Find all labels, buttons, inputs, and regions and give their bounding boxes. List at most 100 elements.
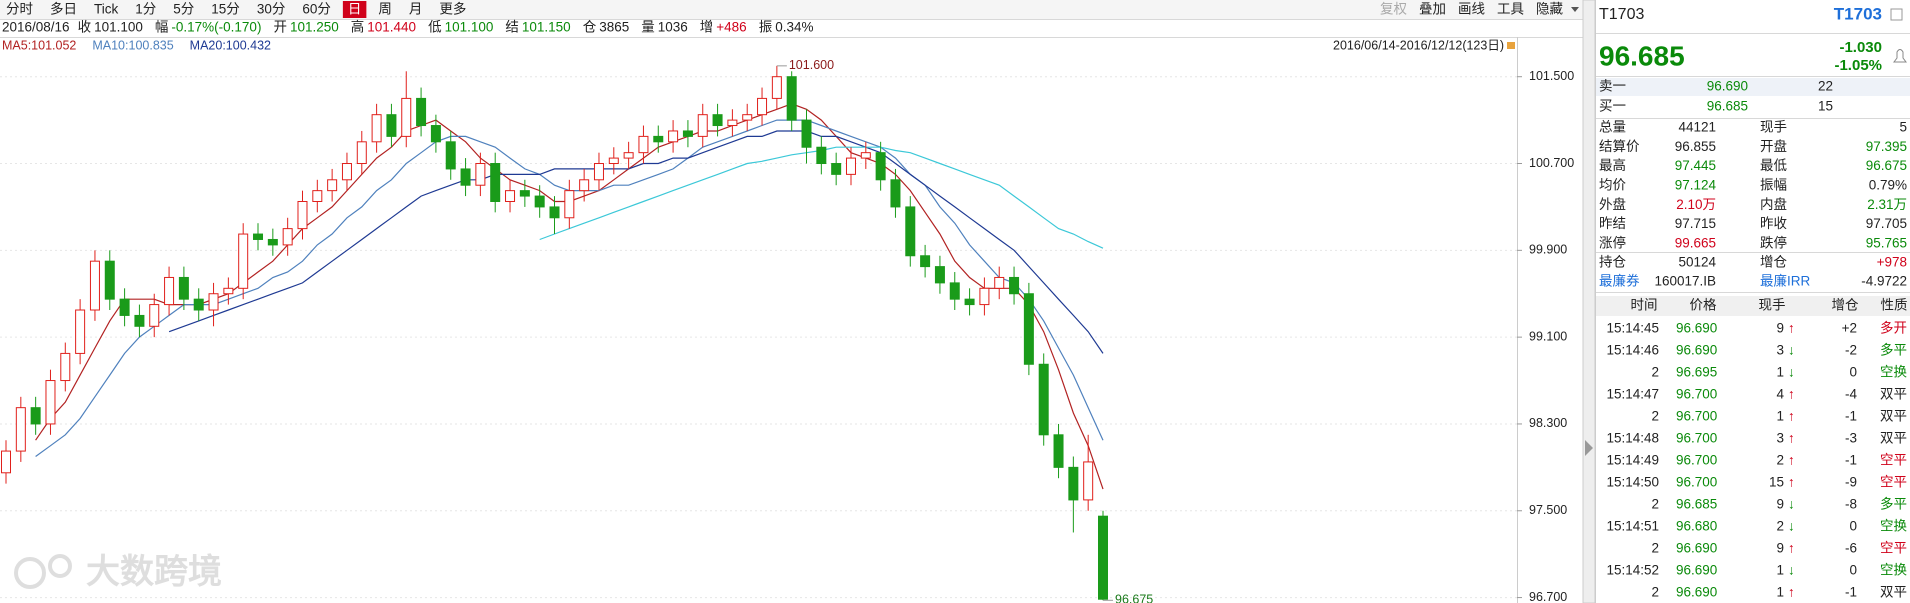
- watermark-text: 大数跨境: [86, 553, 222, 591]
- candle-body: [223, 287, 234, 295]
- stat-value: 99.665: [1675, 235, 1716, 250]
- trade-arrow: ↑: [1788, 409, 1795, 424]
- trade-change: -1: [1845, 585, 1857, 600]
- trade-arrow: ↑: [1788, 321, 1795, 336]
- stat-label: 持仓: [1599, 255, 1627, 270]
- candle-body: [60, 352, 71, 382]
- dropdown-arrow[interactable]: [1571, 7, 1579, 12]
- info-label: 低: [428, 20, 442, 35]
- info-label: 高: [351, 19, 365, 35]
- candle-body: [579, 179, 590, 192]
- trade-price: 96.700: [1676, 431, 1717, 446]
- candle-body: [208, 293, 219, 311]
- trade-nature: 双平: [1880, 387, 1907, 402]
- candle-body: [564, 190, 575, 219]
- trade-nature: 双平: [1880, 431, 1907, 446]
- candle-body: [149, 304, 160, 327]
- stat-label: 均价: [1599, 177, 1627, 192]
- candle-body: [905, 206, 916, 257]
- info-value: 0.34%: [775, 20, 813, 35]
- toolbar-tab[interactable]: 多日: [50, 1, 77, 17]
- trade-price: 96.680: [1676, 519, 1717, 534]
- candle-body: [1009, 276, 1020, 295]
- trade-time: 15:14:46: [1606, 343, 1659, 358]
- toolbar-tab[interactable]: 月: [409, 2, 423, 17]
- alert-icon[interactable]: [1893, 49, 1907, 63]
- trade-nature: 空平: [1880, 453, 1907, 468]
- trade-arrow: ↑: [1788, 541, 1795, 556]
- lock-icon[interactable]: [1507, 42, 1515, 49]
- info-value: 101.100: [94, 20, 143, 35]
- trade-time: 15:14:49: [1606, 453, 1659, 468]
- trade-time: 15:14:47: [1606, 387, 1659, 402]
- toolbar-tab[interactable]: 15分: [211, 2, 240, 17]
- annotation-label: 101.600: [789, 58, 834, 72]
- toolbar-tab[interactable]: 更多: [439, 1, 466, 17]
- toolbar-tool[interactable]: 画线: [1458, 2, 1485, 17]
- candle-body: [934, 266, 945, 284]
- trade-price: 96.690: [1676, 343, 1717, 358]
- toolbar-tool[interactable]: 隐藏: [1536, 2, 1564, 17]
- add-icon[interactable]: [1890, 8, 1903, 21]
- legend-entry: MA5:101.052: [2, 38, 76, 52]
- trade-header: 现手: [1759, 298, 1786, 313]
- toolbar-tab[interactable]: 分时: [6, 2, 33, 17]
- candle-body: [1098, 515, 1108, 600]
- trade-change: -1: [1845, 409, 1857, 424]
- symbol-link[interactable]: T1703: [1834, 4, 1882, 23]
- candle-body: [282, 228, 293, 246]
- candle-body: [979, 287, 990, 306]
- stat-label: 振幅: [1760, 177, 1787, 192]
- trade-volume: 9: [1776, 321, 1784, 336]
- candle-body: [697, 114, 708, 137]
- candle-body: [193, 298, 204, 311]
- toolbar-tab[interactable]: 1分: [135, 2, 156, 17]
- trade-time: 2: [1651, 365, 1659, 380]
- trade-volume: 1: [1776, 365, 1784, 380]
- toolbar-tool[interactable]: 叠加: [1419, 2, 1446, 17]
- y-tick-label: 98.300: [1529, 416, 1567, 430]
- change: -1.030: [1839, 39, 1882, 56]
- trade-time: 2: [1651, 541, 1659, 556]
- stat-value: +978: [1877, 255, 1907, 270]
- candle-body: [164, 276, 175, 306]
- toolbar-tab[interactable]: Tick: [94, 2, 118, 17]
- candle-body: [475, 163, 486, 186]
- trade-arrow: ↑: [1788, 585, 1795, 600]
- candle-body: [505, 190, 516, 202]
- toolbar-tab[interactable]: 日: [348, 2, 362, 17]
- candle-body: [1068, 466, 1079, 501]
- trade-time: 15:14:52: [1606, 563, 1659, 578]
- candle-body: [831, 163, 842, 175]
- candle-body: [638, 135, 649, 154]
- candle-body: [757, 97, 768, 116]
- toolbar-tab[interactable]: 60分: [302, 2, 331, 17]
- last-price: 96.685: [1599, 40, 1685, 71]
- trade-header: 性质: [1881, 298, 1908, 313]
- toolbar-tab[interactable]: 周: [378, 2, 392, 17]
- trade-volume: 1: [1776, 409, 1784, 424]
- stat-label: 开盘: [1760, 138, 1787, 154]
- ma-line: [168, 130, 1104, 354]
- candle-body: [445, 141, 456, 170]
- toolbar-tab[interactable]: 30分: [257, 2, 286, 17]
- y-tick-label: 100.700: [1529, 156, 1574, 170]
- toolbar-bg: [0, 0, 1583, 19]
- info-value: 101.250: [290, 20, 339, 35]
- trade-time: 2: [1651, 585, 1659, 600]
- candle-body: [668, 130, 679, 143]
- trade-volume: 9: [1776, 497, 1784, 512]
- candle-body: [549, 206, 560, 219]
- info-label: 结: [505, 20, 519, 35]
- trade-nature: 空换: [1880, 365, 1908, 380]
- info-value: +486: [716, 20, 746, 35]
- panel-splitter[interactable]: [1582, 0, 1596, 603]
- toolbar-tool[interactable]: 工具: [1497, 2, 1524, 17]
- candle-body: [727, 119, 738, 127]
- stat-label: 跌停: [1760, 234, 1787, 250]
- logo-circle: [48, 554, 72, 578]
- trade-volume: 15: [1769, 475, 1784, 490]
- trade-volume: 9: [1776, 541, 1784, 556]
- toolbar-tab[interactable]: 5分: [173, 2, 194, 17]
- collapse-arrow[interactable]: [1585, 440, 1593, 456]
